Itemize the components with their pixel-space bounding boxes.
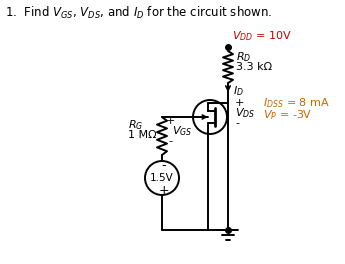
Text: -: -: [162, 159, 166, 172]
Text: -: -: [235, 118, 239, 128]
Text: $R_G$: $R_G$: [128, 118, 144, 132]
Text: 1.5V: 1.5V: [150, 173, 174, 183]
Text: 1.  Find $V_{GS}$, $V_{DS}$, and $I_D$ for the circuit shown.: 1. Find $V_{GS}$, $V_{DS}$, and $I_D$ fo…: [5, 5, 272, 21]
Text: $I_{DSS}$ = 8 mA: $I_{DSS}$ = 8 mA: [263, 96, 330, 110]
Text: +: +: [159, 183, 169, 196]
Text: +: +: [165, 116, 175, 126]
Text: 3.3 kΩ: 3.3 kΩ: [236, 62, 272, 72]
Text: -: -: [168, 136, 172, 146]
Text: $V_{GS}$: $V_{GS}$: [172, 124, 192, 138]
Text: $V_{DD}$ = 10V: $V_{DD}$ = 10V: [232, 29, 292, 43]
Text: $I_D$: $I_D$: [233, 84, 244, 98]
Text: $V_{DS}$: $V_{DS}$: [235, 106, 255, 120]
Text: 1 MΩ: 1 MΩ: [128, 130, 157, 140]
Text: +: +: [235, 98, 244, 108]
Text: $R_D$: $R_D$: [236, 50, 251, 64]
Text: $V_P$ = -3V: $V_P$ = -3V: [263, 108, 312, 122]
